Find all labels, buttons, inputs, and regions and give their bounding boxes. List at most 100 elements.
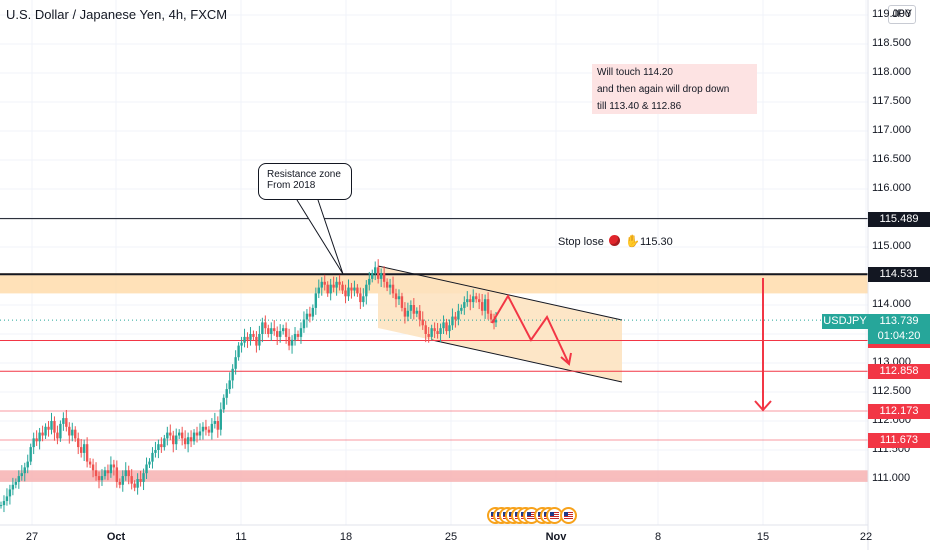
analysis-note: Will touch 114.20 and then again will dr… [592,64,757,114]
candle-body [267,328,270,334]
candle-body [249,334,252,340]
candle-body [379,273,383,279]
us-event-icon[interactable] [560,507,577,524]
currency-badge[interactable]: JPY [888,5,916,24]
candle-body [323,281,326,285]
price-tick-label: 116.000 [872,182,911,194]
candle-body [489,313,493,320]
candle-body [112,464,116,468]
candle-body [403,307,407,317]
candle-body [53,421,56,433]
time-tick-label: 18 [339,531,353,543]
time-tick-label: 22 [859,531,873,543]
candle-body [356,287,359,294]
candle-body [77,438,80,448]
candle-body [451,316,454,326]
candle-body [198,431,202,436]
candle-body [195,432,199,436]
candle-body [305,313,309,320]
candle-body [394,293,398,300]
candle-body [225,389,228,398]
price-tick-label: 117.500 [872,95,911,107]
channel-fill [378,266,622,382]
candle-body [454,316,457,320]
candle-body [368,278,371,285]
candle-body [276,331,279,337]
candle-body [347,287,350,297]
candle-body [442,322,445,329]
candle-body [311,307,315,317]
candle-body [326,284,329,294]
candle-body [475,296,478,300]
symbol-tag: USDJPY [822,314,868,329]
candle-body [142,473,145,482]
candle-body [14,481,18,485]
level-price-tag: 112.858 [868,364,930,380]
candle-body [359,293,362,303]
candle-body [136,479,139,488]
candle-body [219,409,222,430]
candle-body [124,470,127,477]
candle-body [68,426,71,436]
stop-loss-label: Stop lose ✋115.30 [558,234,673,248]
candle-body [240,342,243,346]
candle-body [189,437,193,442]
candle-body [486,299,490,314]
candle-body [11,484,15,490]
candle-body [258,334,261,346]
price-tick-label: 115.000 [872,240,911,252]
candle-body [94,470,98,477]
candle-body [365,284,368,297]
down-arrow-head [754,400,772,412]
candle-body [278,331,282,337]
candle-body [362,296,365,303]
candle-body [186,437,190,445]
chart-title: U.S. Dollar / Japanese Yen, 4h, FXCM [6,7,228,22]
candle-body [445,322,448,332]
candle-body [115,467,119,482]
candle-body [91,464,95,471]
candle-body [350,287,353,291]
candle-body [284,328,288,337]
candle-body [308,313,312,317]
candle-body [201,426,205,432]
candle-body [169,432,172,436]
candle-body [376,267,380,279]
callout-pointer [296,199,344,275]
candle-body [371,273,374,279]
candle-body [460,307,463,311]
candle-body [418,310,421,320]
note-line-2: and then again will drop down [597,84,730,95]
candle-body [296,334,300,337]
candle-body [409,305,413,311]
candle-body [103,470,107,477]
candle-body [329,284,332,294]
time-tick-label: 27 [25,531,39,543]
candle-body [133,483,136,488]
channel-lower-line [431,339,623,383]
bar-countdown: 01:04:20 [877,330,921,342]
candle-body [151,452,154,462]
candle-body [62,418,65,424]
price-tick-label: 118.000 [872,66,911,78]
candle-body [26,461,29,468]
time-tick-label: 11 [235,531,247,543]
candle-body [5,496,9,502]
candle-body [382,273,386,282]
candle-body [118,481,121,485]
support-zone [0,470,868,482]
candle-body [439,328,442,334]
candle-body [32,438,35,448]
candle-body [82,444,86,453]
resistance-callout: Resistance zone From 2018 [258,163,352,200]
candle-body [374,267,377,274]
candle-body [228,380,231,390]
callout-line-2: From 2018 [267,180,316,191]
candle-body [480,302,484,311]
level-price-tag: 111.673 [868,432,930,448]
time-tick-label: 15 [756,531,770,543]
candle-body [243,336,246,343]
candle-body [0,505,3,507]
candle-body [472,296,475,303]
